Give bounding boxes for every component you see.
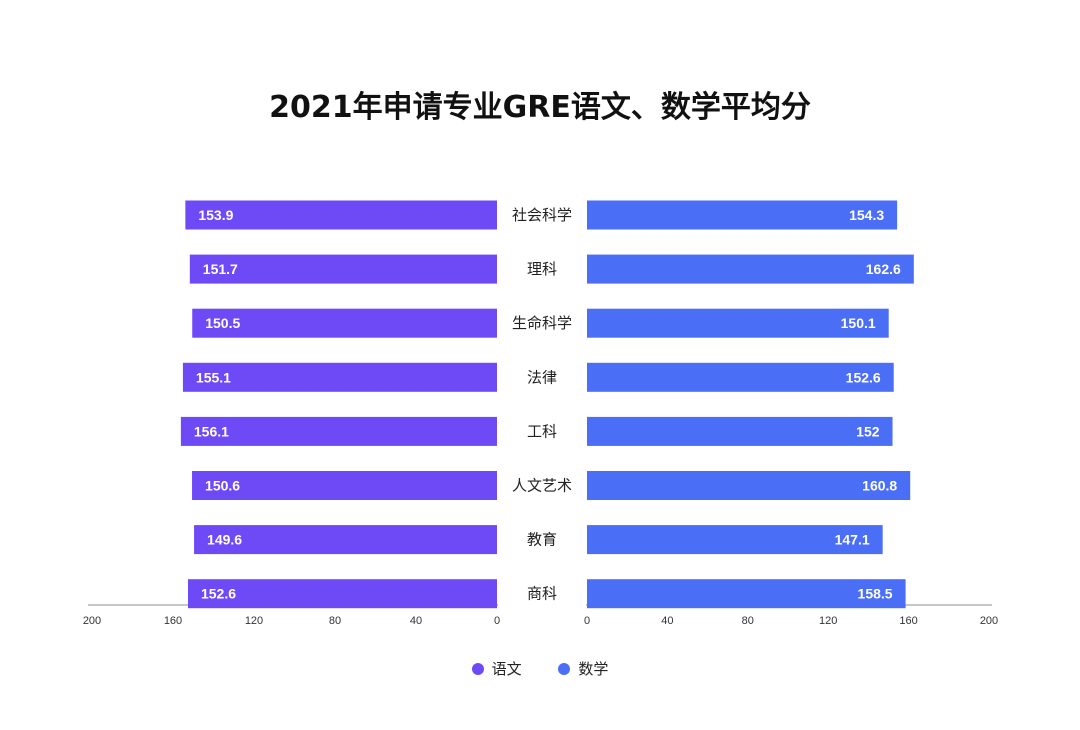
bar-label-verbal: 156.1 bbox=[194, 423, 229, 439]
category-label: 工科 bbox=[527, 422, 557, 440]
bar-label-verbal: 153.9 bbox=[198, 207, 233, 223]
bar-math bbox=[587, 416, 893, 446]
bar-verbal bbox=[192, 308, 498, 338]
bar-verbal bbox=[180, 416, 497, 446]
legend-item-verbal: 语文 bbox=[471, 658, 522, 679]
category-label: 理科 bbox=[527, 260, 557, 278]
bar-label-verbal: 149.6 bbox=[207, 532, 242, 548]
bar-label-math: 160.8 bbox=[862, 478, 897, 494]
bar-verbal bbox=[189, 254, 497, 284]
bar-label-math: 147.1 bbox=[835, 532, 870, 548]
right-axis-tick-label: 0 bbox=[584, 615, 590, 627]
bar-math bbox=[587, 471, 911, 500]
right-axis-tick-label: 120 bbox=[819, 615, 837, 627]
legend-label-math: 数学 bbox=[578, 660, 609, 678]
left-axis-tick-label: 160 bbox=[164, 615, 182, 627]
category-label: 社会科学 bbox=[512, 206, 572, 224]
bar-label-math: 152 bbox=[856, 423, 880, 439]
left-axis-tick-label: 80 bbox=[329, 615, 341, 627]
bar-label-verbal: 155.1 bbox=[196, 369, 231, 385]
legend-dot-verbal bbox=[471, 662, 484, 675]
bar-label-math: 162.6 bbox=[866, 261, 901, 277]
bar-label-verbal: 150.6 bbox=[205, 478, 240, 494]
bar-verbal bbox=[192, 471, 497, 500]
chart-title: 2021年申请专业GRE语文、数学平均分 bbox=[269, 90, 811, 125]
bar-label-math: 152.6 bbox=[846, 369, 881, 385]
left-axis-tick-label: 40 bbox=[410, 615, 422, 627]
bar-verbal bbox=[187, 579, 498, 609]
category-label: 人文艺术 bbox=[512, 477, 572, 495]
category-label: 商科 bbox=[527, 585, 557, 603]
bar-math bbox=[587, 308, 889, 338]
bar-label-math: 158.5 bbox=[858, 586, 893, 602]
bar-math bbox=[587, 579, 906, 609]
legend-label-verbal: 语文 bbox=[491, 660, 522, 678]
category-label: 法律 bbox=[527, 368, 557, 386]
left-axis-tick-label: 200 bbox=[83, 615, 101, 627]
category-label: 教育 bbox=[527, 531, 557, 549]
bar-label-verbal: 150.5 bbox=[205, 315, 240, 331]
legend-item-math: 数学 bbox=[558, 658, 608, 679]
left-axis-tick-label: 120 bbox=[245, 615, 263, 627]
bar-verbal bbox=[182, 362, 498, 392]
bar-math bbox=[587, 362, 894, 392]
right-axis-tick-label: 200 bbox=[980, 615, 998, 627]
bar-label-math: 150.1 bbox=[841, 315, 876, 331]
bar-verbal bbox=[194, 525, 497, 555]
right-axis-tick-label: 80 bbox=[742, 615, 754, 627]
bar-verbal bbox=[185, 200, 498, 230]
right-axis-tick-label: 40 bbox=[661, 615, 673, 627]
bar-label-verbal: 151.7 bbox=[203, 261, 238, 277]
legend: 语文 数学 bbox=[0, 658, 1080, 679]
left-axis-tick-label: 0 bbox=[494, 615, 500, 627]
category-label: 生命科学 bbox=[512, 314, 572, 332]
bar-label-verbal: 152.6 bbox=[201, 586, 236, 602]
bar-math bbox=[587, 200, 898, 230]
bar-label-math: 154.3 bbox=[849, 207, 884, 223]
legend-dot-math bbox=[558, 662, 571, 675]
right-axis-tick-label: 160 bbox=[899, 615, 917, 627]
bar-math bbox=[587, 525, 883, 555]
bar-math bbox=[587, 254, 914, 284]
